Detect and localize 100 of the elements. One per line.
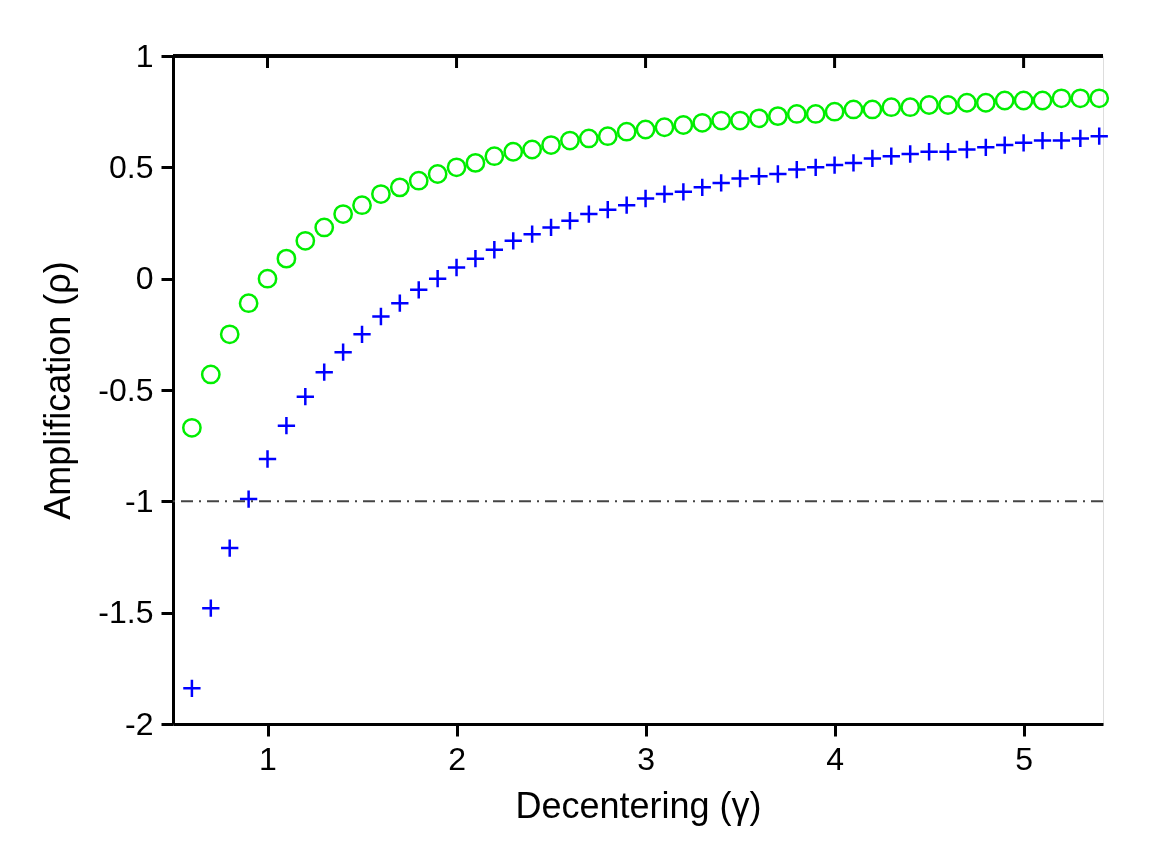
point [1051,88,1072,109]
point [711,173,732,193]
point [333,342,354,363]
point [654,117,675,138]
point [200,364,221,385]
point [919,95,940,115]
point [295,230,316,251]
point [692,177,713,198]
point [503,230,524,251]
point [446,157,467,178]
point [238,489,259,510]
point [427,268,448,289]
point [994,90,1015,111]
x-tick-label: 1 [259,740,277,777]
point [938,141,958,162]
point [673,115,694,135]
point [465,152,486,173]
point [295,386,316,407]
point [805,157,826,178]
point [352,195,372,216]
point [1089,126,1110,147]
y-tick-label: -0.5 [98,371,154,408]
point [975,137,996,158]
point [522,224,543,245]
point [597,199,618,220]
point [200,598,221,619]
y-tick-label: -1 [125,482,154,519]
point [767,164,788,184]
point [219,324,240,345]
point [975,92,996,113]
y-axis-title: Amplification (ρ) [37,261,79,520]
point [862,99,883,120]
point [881,146,902,167]
y-tick-label: -2 [125,705,154,742]
x-tick-label: 2 [448,740,466,777]
point [956,139,977,160]
point [1032,90,1053,111]
point [900,97,921,118]
point [881,97,902,118]
point [824,101,845,122]
point [578,128,599,149]
point [938,95,958,115]
point [824,155,845,176]
point [1013,132,1034,153]
point [560,130,580,151]
point [238,293,259,314]
point [276,415,297,436]
point [427,164,448,184]
point [446,257,467,278]
y-tick-label: -1.5 [98,594,154,631]
point [257,449,278,469]
point [862,148,883,169]
point [635,188,656,209]
point [465,248,486,269]
point [314,217,335,238]
x-axis-title: Decentering (γ) [515,784,762,826]
point [1013,90,1034,111]
point [1089,88,1110,109]
y-tick-label: 0 [135,260,154,297]
point [843,152,864,173]
y-tick-label: 1 [135,37,154,74]
point [805,104,826,124]
point [541,135,561,155]
point [522,139,543,160]
point [654,184,675,204]
point [730,110,750,131]
x-tick-label: 5 [1015,740,1034,777]
point [786,104,807,124]
point [389,177,410,198]
point [371,184,391,204]
point [181,678,202,699]
point [1070,128,1091,149]
point [389,293,410,314]
point [1032,130,1053,151]
point [919,141,940,162]
point [219,538,240,558]
point [314,362,335,383]
point [616,121,637,142]
point [730,168,750,189]
point [484,239,505,260]
point [257,268,278,289]
point [408,170,429,191]
point [333,204,354,224]
point [956,92,977,113]
point [541,217,561,238]
point [181,417,202,438]
point [597,126,618,147]
point [749,108,769,129]
point [616,195,637,216]
point [786,159,807,180]
point [673,181,694,202]
point [560,210,580,231]
point [749,166,769,187]
point [843,99,864,120]
point [484,146,505,167]
point [1051,130,1072,151]
point [408,279,429,300]
x-tick-label: 3 [637,740,655,777]
x-tick-label: 4 [826,740,844,777]
point [503,141,524,162]
